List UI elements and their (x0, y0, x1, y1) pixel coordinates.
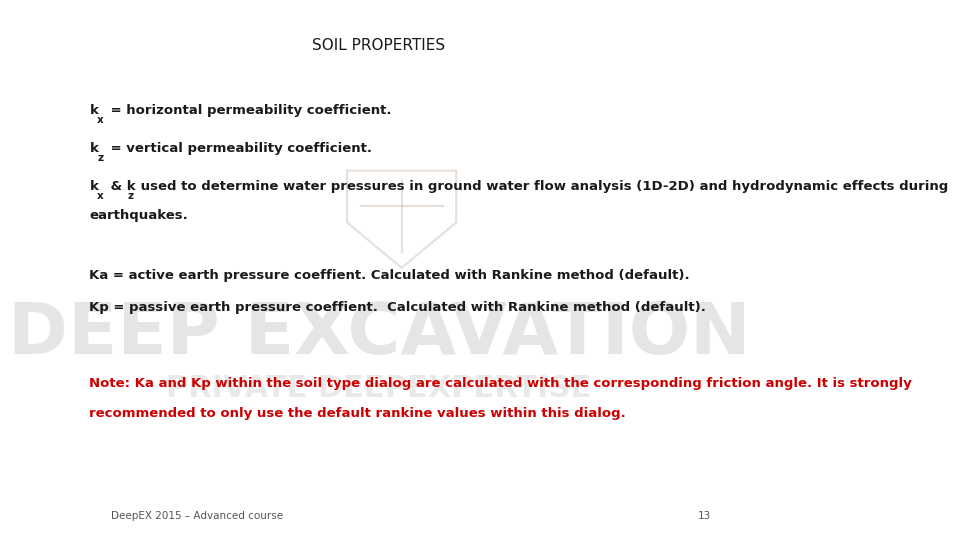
Text: z: z (97, 153, 103, 163)
Text: = horizontal permeability coefficient.: = horizontal permeability coefficient. (107, 104, 392, 117)
Text: DEEP EXCAVATION: DEEP EXCAVATION (8, 300, 750, 369)
Text: x: x (97, 116, 104, 125)
Text: used to determine water pressures in ground water flow analysis (1D-2D) and hydr: used to determine water pressures in gro… (136, 180, 948, 193)
Text: k: k (89, 104, 98, 117)
Text: earthquakes.: earthquakes. (89, 210, 188, 222)
Text: Ka = active earth pressure coeffient. Calculated with Rankine method (default).: Ka = active earth pressure coeffient. Ca… (89, 269, 690, 282)
Text: recommended to only use the default rankine values within this dialog.: recommended to only use the default rank… (89, 407, 626, 420)
Text: 13: 13 (698, 511, 711, 521)
Text: k: k (89, 142, 98, 155)
Text: SOIL PROPERTIES: SOIL PROPERTIES (312, 38, 445, 53)
Text: PRIVATE DEEPEXPERTISE: PRIVATE DEEPEXPERTISE (166, 374, 591, 403)
Text: k: k (89, 180, 98, 193)
Text: = vertical permeability coefficient.: = vertical permeability coefficient. (107, 142, 372, 155)
Text: Kp = passive earth pressure coeffient.  Calculated with Rankine method (default): Kp = passive earth pressure coeffient. C… (89, 301, 707, 314)
Text: z: z (128, 191, 133, 201)
Text: x: x (97, 191, 104, 201)
Text: Note: Ka and Kp within the soil type dialog are calculated with the correspondin: Note: Ka and Kp within the soil type dia… (89, 377, 912, 390)
Text: & k: & k (107, 180, 135, 193)
Text: DeepEX 2015 – Advanced course: DeepEX 2015 – Advanced course (111, 511, 283, 521)
